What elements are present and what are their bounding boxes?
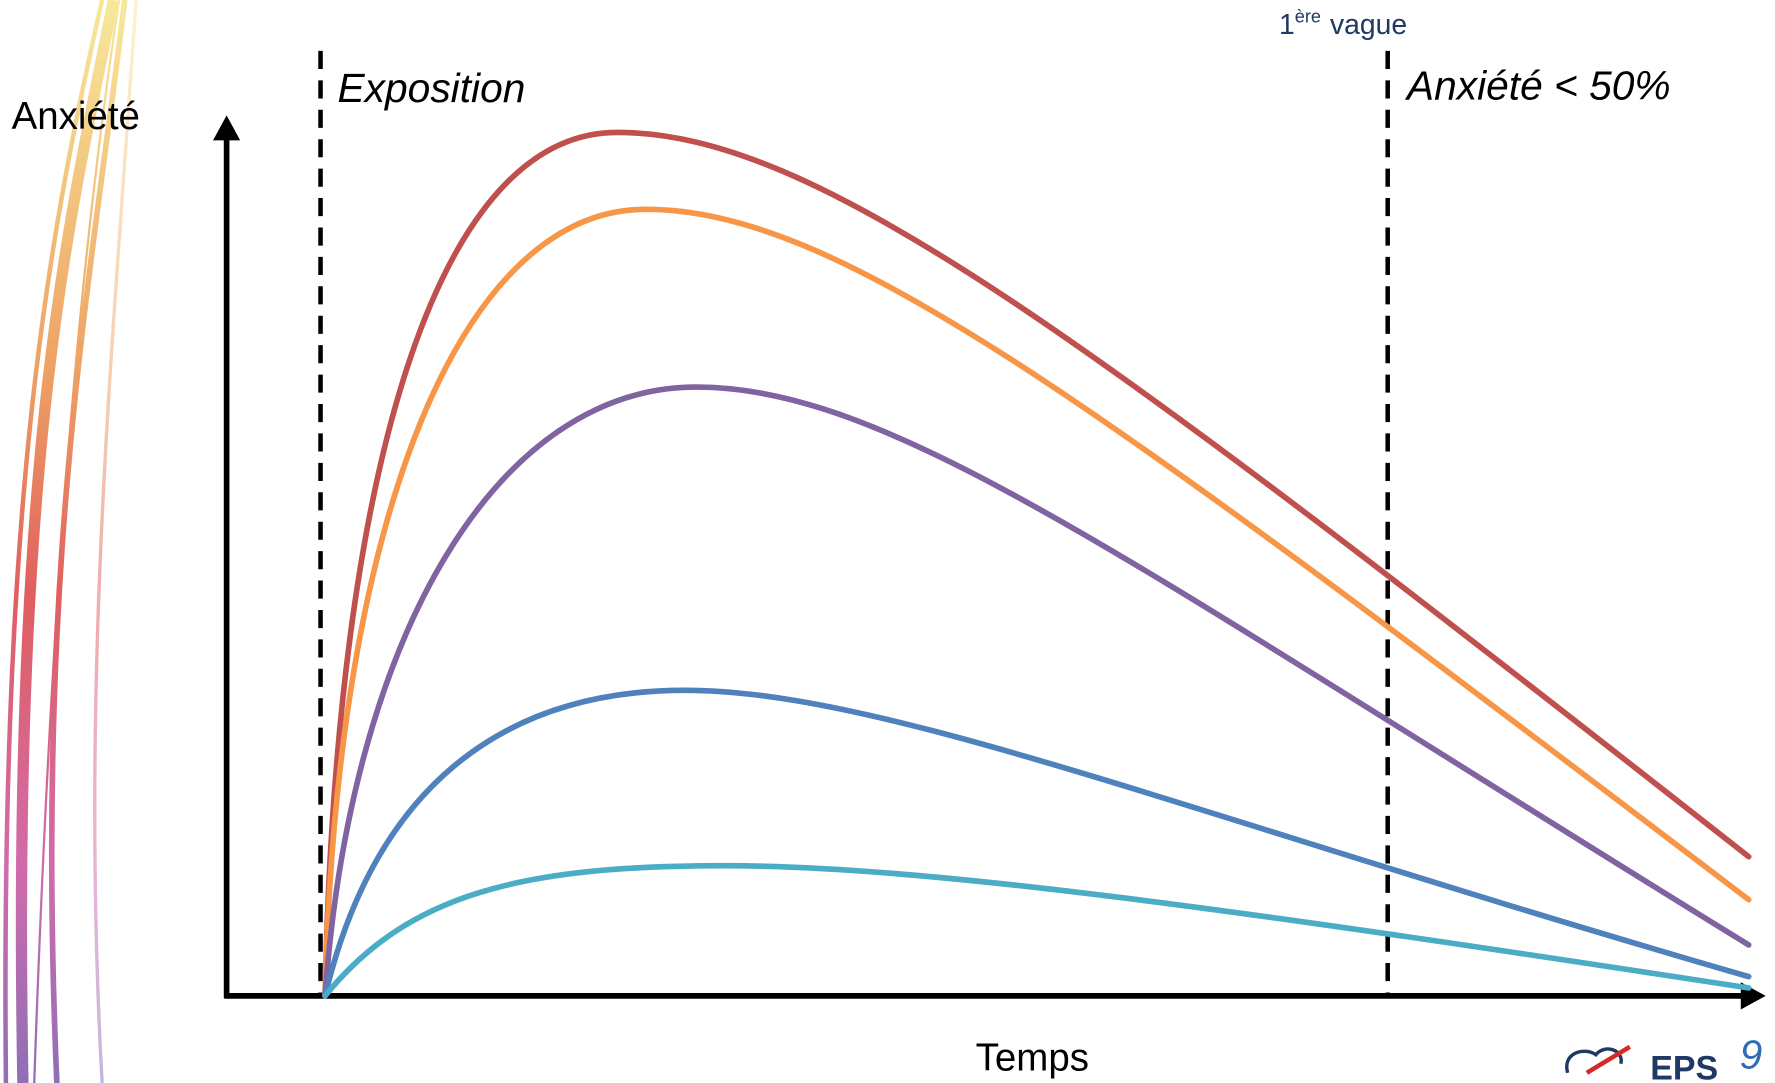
wave-text: vague bbox=[1330, 8, 1407, 40]
logo-text: EPS bbox=[1650, 1050, 1718, 1083]
decoration bbox=[3, 0, 138, 1083]
exposure-label: Exposition bbox=[338, 65, 526, 111]
curves bbox=[322, 129, 1752, 999]
curve-blue bbox=[322, 687, 1752, 999]
curve-teal bbox=[322, 862, 1752, 999]
wave-number: 1 bbox=[1279, 8, 1295, 40]
dashed-markers bbox=[318, 50, 1390, 996]
wave-superscript: ère bbox=[1295, 7, 1321, 27]
logo: EPS 9 bbox=[1565, 1031, 1763, 1083]
curve-red bbox=[322, 129, 1752, 999]
y-label: Anxiété bbox=[12, 95, 140, 138]
curve-orange bbox=[322, 206, 1752, 999]
axes bbox=[223, 133, 1749, 999]
curve-purple bbox=[322, 384, 1752, 999]
y-arrow bbox=[213, 115, 241, 141]
wave-label: 1ère vague bbox=[1279, 7, 1407, 40]
threshold-label: Anxiété < 50% bbox=[1404, 63, 1671, 109]
x-label: Temps bbox=[976, 1037, 1089, 1080]
logo-number: 9 bbox=[1740, 1031, 1763, 1077]
